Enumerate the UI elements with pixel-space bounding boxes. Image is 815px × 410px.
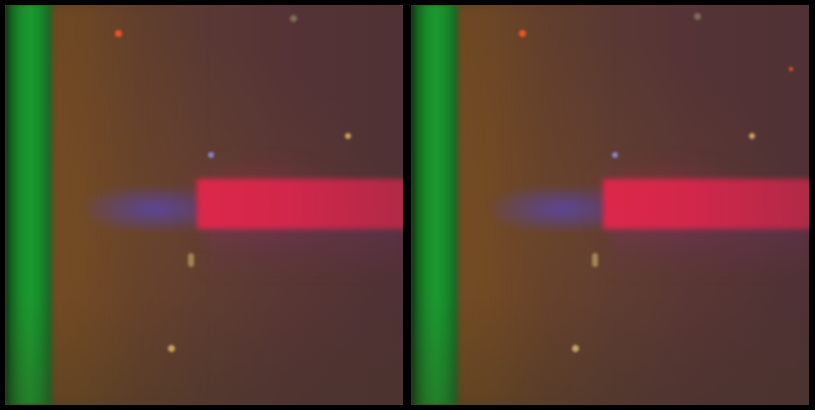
green-light-band [411,5,461,405]
purple-tail [611,220,809,280]
light-speck [345,133,351,139]
light-speck [572,345,579,352]
light-speck [789,67,793,71]
light-speck [592,253,598,267]
red-beam [197,179,403,229]
light-speck [519,30,526,37]
red-beam [603,179,809,229]
blue-beam [85,187,203,231]
blue-beam [491,187,609,231]
light-speck [208,152,214,158]
left-panel [5,5,403,405]
light-speck [612,152,618,158]
light-speck [168,345,175,352]
light-speck [115,30,122,37]
light-speck [290,15,297,22]
bottom-haze [411,295,809,405]
bottom-haze [5,295,403,405]
purple-tail [205,220,403,280]
green-light-band [5,5,55,405]
right-panel [411,5,809,405]
light-speck [749,133,755,139]
light-speck [188,253,194,267]
light-speck [694,13,701,20]
